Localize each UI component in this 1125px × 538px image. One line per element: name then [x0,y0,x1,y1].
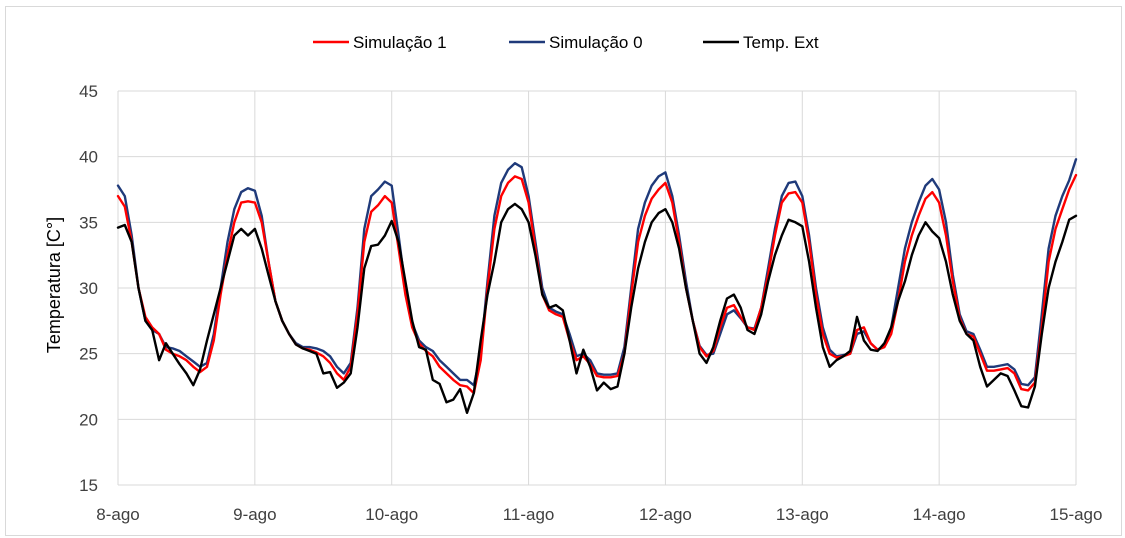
chart-frame [5,6,1122,536]
x-tick-label: 9-ago [233,505,276,524]
y-axis-label: Temperatura [C°] [44,217,64,353]
legend: Simulação 1 Simulação 0 Temp. Ext [313,33,819,52]
x-tick-label: 12-ago [639,505,692,524]
x-tick-label: 8-ago [96,505,139,524]
x-axis-ticks: 8-ago 9-ago 10-ago 11-ago 12-ago 13-ago 14-ago… [96,505,1102,524]
series-line-0 [116,173,1078,395]
y-tick-label: 30 [79,279,98,298]
y-tick-label: 20 [79,410,98,429]
y-tick-label: 45 [79,82,98,101]
x-tick-label: 11-ago [503,505,555,524]
x-tick-label: 13-ago [776,505,829,524]
x-tick-label: 15-ago [1050,505,1103,524]
legend-label: Simulação 1 [353,33,447,52]
x-tick-label: 10-ago [365,505,418,524]
series-line-2 [116,202,1078,414]
y-tick-label: 40 [79,148,98,167]
legend-label: Temp. Ext [743,33,819,52]
legend-label: Simulação 0 [549,33,643,52]
gridlines [117,90,1077,485]
y-axis-ticks: 15 20 25 30 35 40 45 [79,82,98,495]
x-tick-label: 14-ago [913,505,966,524]
series-layer [116,158,1078,414]
y-tick-label: 15 [79,476,98,495]
y-tick-label: 35 [79,213,98,232]
y-tick-label: 25 [79,345,98,364]
